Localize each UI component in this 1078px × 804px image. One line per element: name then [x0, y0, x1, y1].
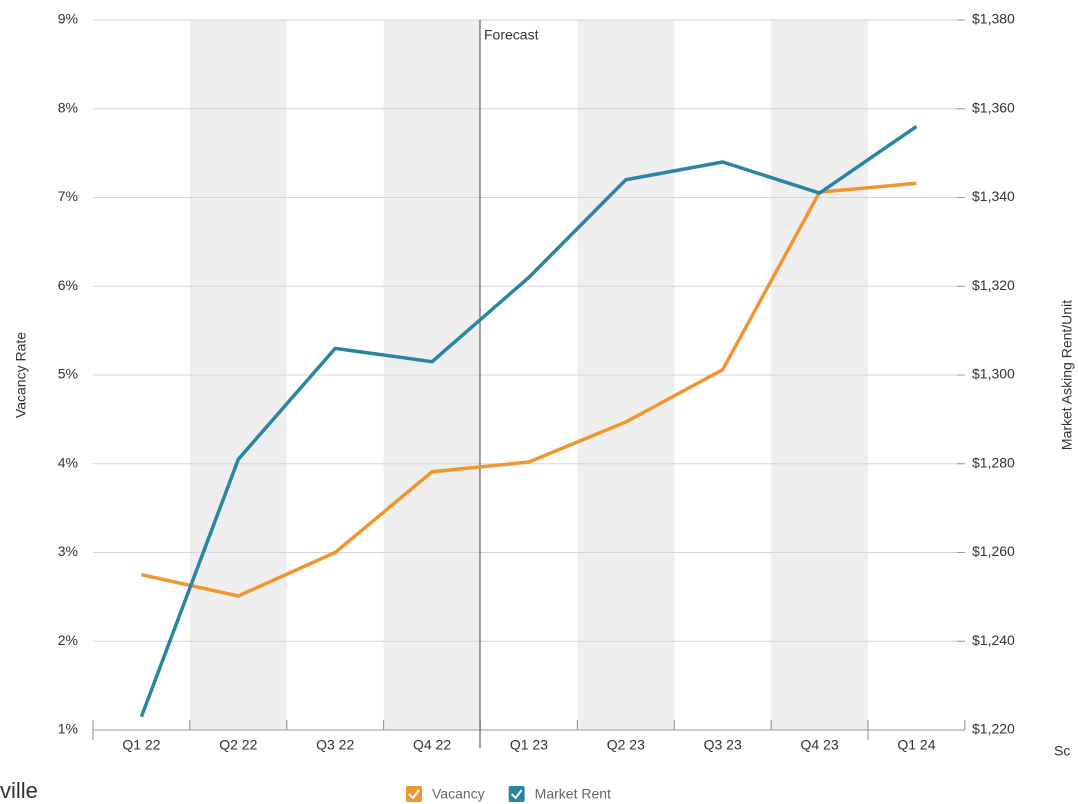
x-tick-label: Q3 23	[704, 737, 742, 753]
series-line	[139, 125, 918, 718]
x-tick-label: Q2 23	[607, 737, 645, 753]
legend-check	[408, 789, 420, 800]
y2-tick-label: $1,220	[972, 721, 1015, 737]
y2-axis-label: Market Asking Rent/Unit	[1059, 300, 1075, 450]
forecast-label: Forecast	[484, 27, 539, 43]
y2-tick-label: $1,320	[972, 277, 1015, 293]
y2-tick-label: $1,260	[972, 543, 1015, 559]
y2-tick-label: $1,340	[972, 188, 1015, 204]
legend-label: Market Rent	[535, 786, 611, 802]
y-tick-label: 9%	[58, 11, 78, 27]
cut-text: ville	[0, 778, 38, 803]
y-tick-label: 8%	[58, 99, 78, 115]
y-tick-label: 7%	[58, 188, 78, 204]
x-tick-label: Q1 24	[897, 737, 935, 753]
legend-check	[510, 789, 523, 800]
x-tick-label: Q4 23	[800, 737, 838, 753]
y2-tick-label: $1,380	[972, 11, 1015, 27]
y2-tick-label: $1,240	[972, 632, 1015, 648]
legend-item[interactable]: Market Rent	[508, 786, 611, 802]
y-tick-label: 4%	[58, 454, 78, 470]
y-tick-label: 3%	[58, 543, 78, 559]
y-tick-label: 6%	[58, 277, 78, 293]
cut-text: Sc	[1054, 743, 1070, 759]
x-tick-label: Q3 22	[316, 737, 354, 753]
x-tick-label: Q1 23	[510, 737, 548, 753]
x-tick-label: Q4 22	[413, 737, 451, 753]
y2-tick-label: $1,300	[972, 366, 1015, 382]
y-tick-label: 5%	[58, 366, 78, 382]
x-tick-label: Q1 22	[122, 737, 160, 753]
y2-tick-label: $1,280	[972, 454, 1015, 470]
x-tick-label: Q2 22	[219, 737, 257, 753]
y-axis-label: Vacancy Rate	[13, 332, 29, 418]
legend-item[interactable]: Vacancy	[406, 786, 485, 802]
y-tick-label: 2%	[58, 632, 78, 648]
legend-checkbox	[406, 786, 422, 802]
legend-checkbox	[508, 786, 525, 802]
series-line	[141, 181, 917, 598]
y-tick-label: 1%	[58, 721, 78, 737]
y2-tick-label: $1,360	[972, 99, 1015, 115]
legend-label: Vacancy	[432, 786, 485, 802]
